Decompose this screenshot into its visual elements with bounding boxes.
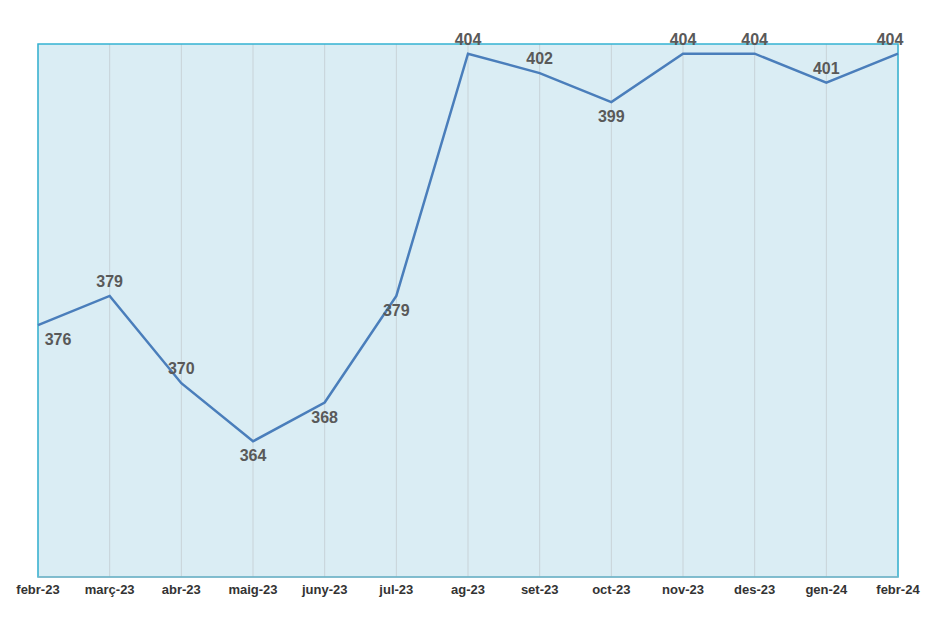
svg-text:402: 402: [526, 50, 553, 67]
svg-text:379: 379: [383, 302, 410, 319]
svg-text:401: 401: [813, 60, 840, 77]
svg-text:set-23: set-23: [521, 582, 559, 597]
svg-text:ag-23: ag-23: [451, 582, 485, 597]
svg-text:juny-23: juny-23: [301, 582, 348, 597]
svg-text:febr-23: febr-23: [16, 582, 59, 597]
svg-text:maig-23: maig-23: [228, 582, 277, 597]
svg-text:404: 404: [455, 31, 482, 48]
svg-text:376: 376: [45, 331, 72, 348]
svg-text:febr-24: febr-24: [876, 582, 920, 597]
svg-text:404: 404: [877, 31, 904, 48]
svg-text:404: 404: [670, 31, 697, 48]
svg-text:404: 404: [741, 31, 768, 48]
svg-text:399: 399: [598, 108, 625, 125]
svg-text:des-23: des-23: [734, 582, 775, 597]
svg-text:nov-23: nov-23: [662, 582, 704, 597]
svg-text:gen-24: gen-24: [805, 582, 848, 597]
svg-text:364: 364: [240, 447, 267, 464]
svg-text:març-23: març-23: [85, 582, 135, 597]
svg-text:379: 379: [96, 273, 123, 290]
svg-text:abr-23: abr-23: [162, 582, 201, 597]
svg-text:jul-23: jul-23: [378, 582, 413, 597]
svg-text:370: 370: [168, 360, 195, 377]
svg-text:368: 368: [311, 409, 338, 426]
svg-text:oct-23: oct-23: [592, 582, 630, 597]
